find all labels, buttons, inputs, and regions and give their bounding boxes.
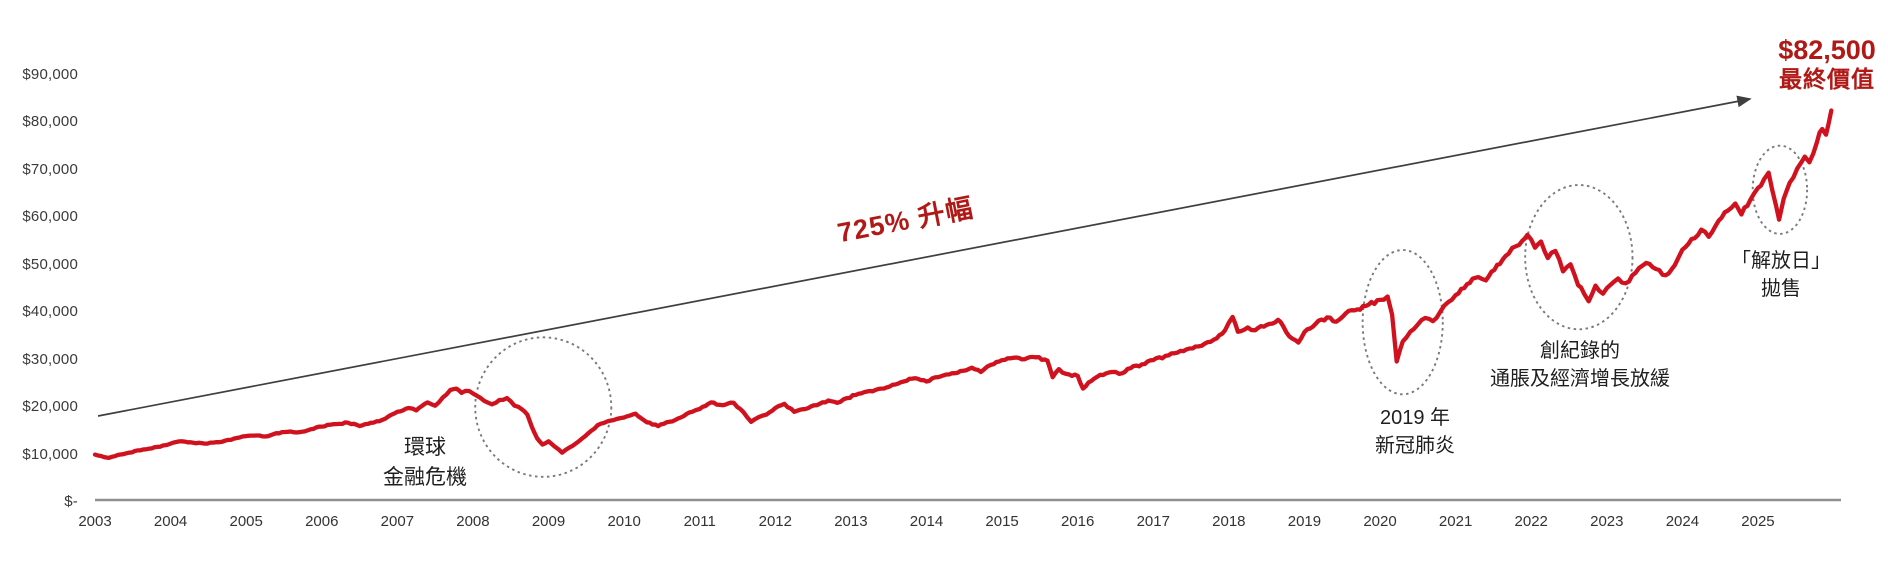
annotation-inflation-line2: 通脹及經濟增長放緩 bbox=[1490, 368, 1670, 390]
x-axis-tick: 2008 bbox=[456, 513, 490, 530]
x-axis-tick: 2018 bbox=[1212, 513, 1246, 530]
x-axis-tick: 2024 bbox=[1665, 513, 1700, 530]
annotation-inflation-line1: 創紀錄的 bbox=[1540, 340, 1620, 362]
y-axis-tick: $30,000 bbox=[22, 350, 78, 368]
x-axis-tick: 2014 bbox=[909, 513, 944, 530]
y-axis-tick: $60,000 bbox=[22, 208, 78, 226]
final-value-amount: $82,500 bbox=[1778, 35, 1876, 65]
x-axis-tick: 2007 bbox=[380, 513, 415, 530]
y-axis-tick: $80,000 bbox=[22, 113, 78, 131]
event-ellipses bbox=[474, 144, 1809, 478]
y-axis-tick: $10,000 bbox=[22, 445, 78, 463]
annotation-liberation-line1: 「解放日」 bbox=[1731, 250, 1831, 272]
x-axis-tick: 2006 bbox=[305, 513, 339, 530]
annotation-gfc-line1: 環球 bbox=[404, 436, 446, 459]
y-axis-tick: $70,000 bbox=[22, 160, 78, 178]
annotation-covid: 2019 年 新冠肺炎 bbox=[1375, 404, 1455, 460]
annotation-gfc-line2: 金融危機 bbox=[383, 466, 467, 489]
annotation-liberation-day-selloff: 「解放日」 拋售 bbox=[1731, 247, 1831, 303]
portfolio-value-line bbox=[92, 108, 1834, 461]
x-axis-tick: 2016 bbox=[1060, 513, 1095, 530]
x-axis-tick: 2003 bbox=[78, 513, 112, 530]
x-axis-tick: 2011 bbox=[683, 513, 716, 530]
annotation-covid-line2: 新冠肺炎 bbox=[1375, 435, 1455, 457]
x-axis-tick: 2010 bbox=[607, 513, 641, 530]
x-axis-tick: 2015 bbox=[985, 513, 1019, 530]
x-axis-tick: 2019 bbox=[1287, 513, 1322, 530]
x-axis-tick: 2012 bbox=[758, 513, 792, 530]
x-axis-tick: 2009 bbox=[531, 513, 566, 530]
x-axis-tick: 2013 bbox=[834, 513, 868, 530]
x-axis-tick: 2021 bbox=[1438, 513, 1473, 530]
x-axis-tick: 2022 bbox=[1514, 513, 1548, 530]
annotation-global-financial-crisis: 環球 金融危機 bbox=[383, 433, 467, 493]
y-axis-tick: $90,000 bbox=[22, 65, 78, 83]
y-axis-tick: $40,000 bbox=[22, 303, 78, 321]
x-axis-tick: 2004 bbox=[153, 513, 188, 530]
x-axis-tick: 2017 bbox=[1136, 513, 1170, 530]
event-circle-covid bbox=[1361, 249, 1444, 396]
y-axis-tick: $50,000 bbox=[22, 255, 78, 273]
x-axis-tick: 2025 bbox=[1741, 513, 1775, 530]
annotation-covid-line1: 2019 年 bbox=[1379, 407, 1451, 429]
trend-arrow bbox=[97, 95, 1752, 417]
y-axis-tick: $20,000 bbox=[22, 398, 78, 416]
x-axis-tick: 2005 bbox=[229, 513, 263, 530]
x-axis-tick: 2023 bbox=[1590, 513, 1624, 530]
annotation-liberation-line2: 拋售 bbox=[1761, 278, 1801, 300]
x-axis-tick: 2020 bbox=[1363, 513, 1397, 530]
event-circle-liberation bbox=[1751, 144, 1809, 235]
event-circle-gfc bbox=[474, 336, 613, 478]
annotation-inflation-slowdown: 創紀錄的 通脹及經濟增長放緩 bbox=[1490, 337, 1670, 393]
final-value-caption: 最終價值 bbox=[1778, 66, 1875, 92]
event-circle-inflation bbox=[1524, 184, 1634, 331]
y-axis-tick: $- bbox=[64, 493, 78, 510]
annotation-final-value: $82,500 最終價值 bbox=[1778, 36, 1876, 94]
